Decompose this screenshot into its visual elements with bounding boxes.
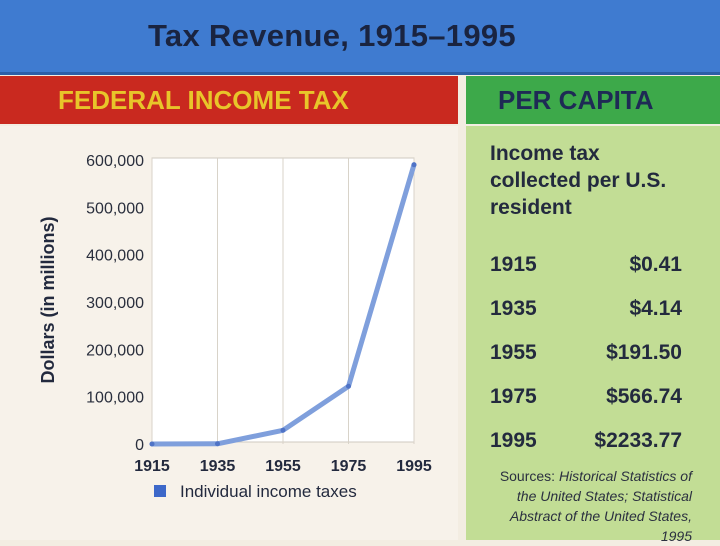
per-capita-year: 1915 [490, 253, 537, 276]
sources-note: Sources: Historical Statistics of the Un… [478, 466, 692, 546]
per-capita-panel [466, 126, 720, 540]
x-tick-label: 1975 [331, 458, 367, 475]
per-capita-year: 1955 [490, 341, 537, 364]
sources-prefix: Sources: [499, 468, 559, 484]
y-axis-label: Dollars (in millions) [38, 216, 58, 383]
x-tick-label: 1995 [396, 458, 432, 475]
y-tick-label: 400,000 [86, 248, 144, 265]
data-point [346, 383, 351, 389]
data-point [411, 162, 417, 168]
federal-income-tax-header: FEDERAL INCOME TAX [0, 76, 458, 124]
federal-income-tax-header-label: FEDERAL INCOME TAX [58, 85, 349, 115]
x-tick-label: 1955 [265, 458, 301, 475]
per-capita-header-label: PER CAPITA [498, 85, 654, 115]
per-capita-amount: $0.41 [629, 253, 682, 276]
data-point [280, 427, 286, 433]
income-tax-line-chart: 0 100,000 200,000 300,000 400,000 500,000 600,… [38, 153, 432, 501]
per-capita-year: 1975 [490, 385, 537, 408]
per-capita-row: 1915 $0.41 [490, 253, 682, 283]
per-capita-amount: $191.50 [606, 341, 682, 364]
per-capita-row: 1995 $2233.77 [490, 429, 682, 459]
legend-swatch [154, 485, 166, 497]
per-capita-amount: $4.14 [629, 297, 682, 320]
per-capita-year: 1935 [490, 297, 537, 320]
data-point [149, 441, 155, 447]
y-tick-label: 600,000 [86, 153, 144, 170]
data-point [215, 441, 220, 447]
per-capita-row: 1975 $566.74 [490, 385, 682, 415]
per-capita-row: 1955 $191.50 [490, 341, 682, 371]
y-tick-label: 300,000 [86, 295, 144, 312]
per-capita-amount: $2233.77 [594, 429, 682, 452]
legend-label: Individual income taxes [180, 482, 357, 501]
per-capita-amount: $566.74 [606, 385, 682, 408]
x-tick-label: 1935 [200, 458, 236, 475]
y-tick-label: 500,000 [86, 200, 144, 217]
x-tick-label: 1915 [134, 458, 170, 475]
page-title: Tax Revenue, 1915–1995 [148, 18, 516, 53]
per-capita-year: 1995 [490, 429, 537, 452]
y-tick-label: 200,000 [86, 342, 144, 359]
per-capita-row: 1935 $4.14 [490, 297, 682, 327]
title-bar: Tax Revenue, 1915–1995 [0, 0, 720, 75]
y-tick-label: 0 [135, 437, 144, 454]
per-capita-description: Income tax collected per U.S. resident [490, 142, 667, 219]
per-capita-header: PER CAPITA [466, 76, 720, 124]
y-tick-label: 100,000 [86, 390, 144, 407]
